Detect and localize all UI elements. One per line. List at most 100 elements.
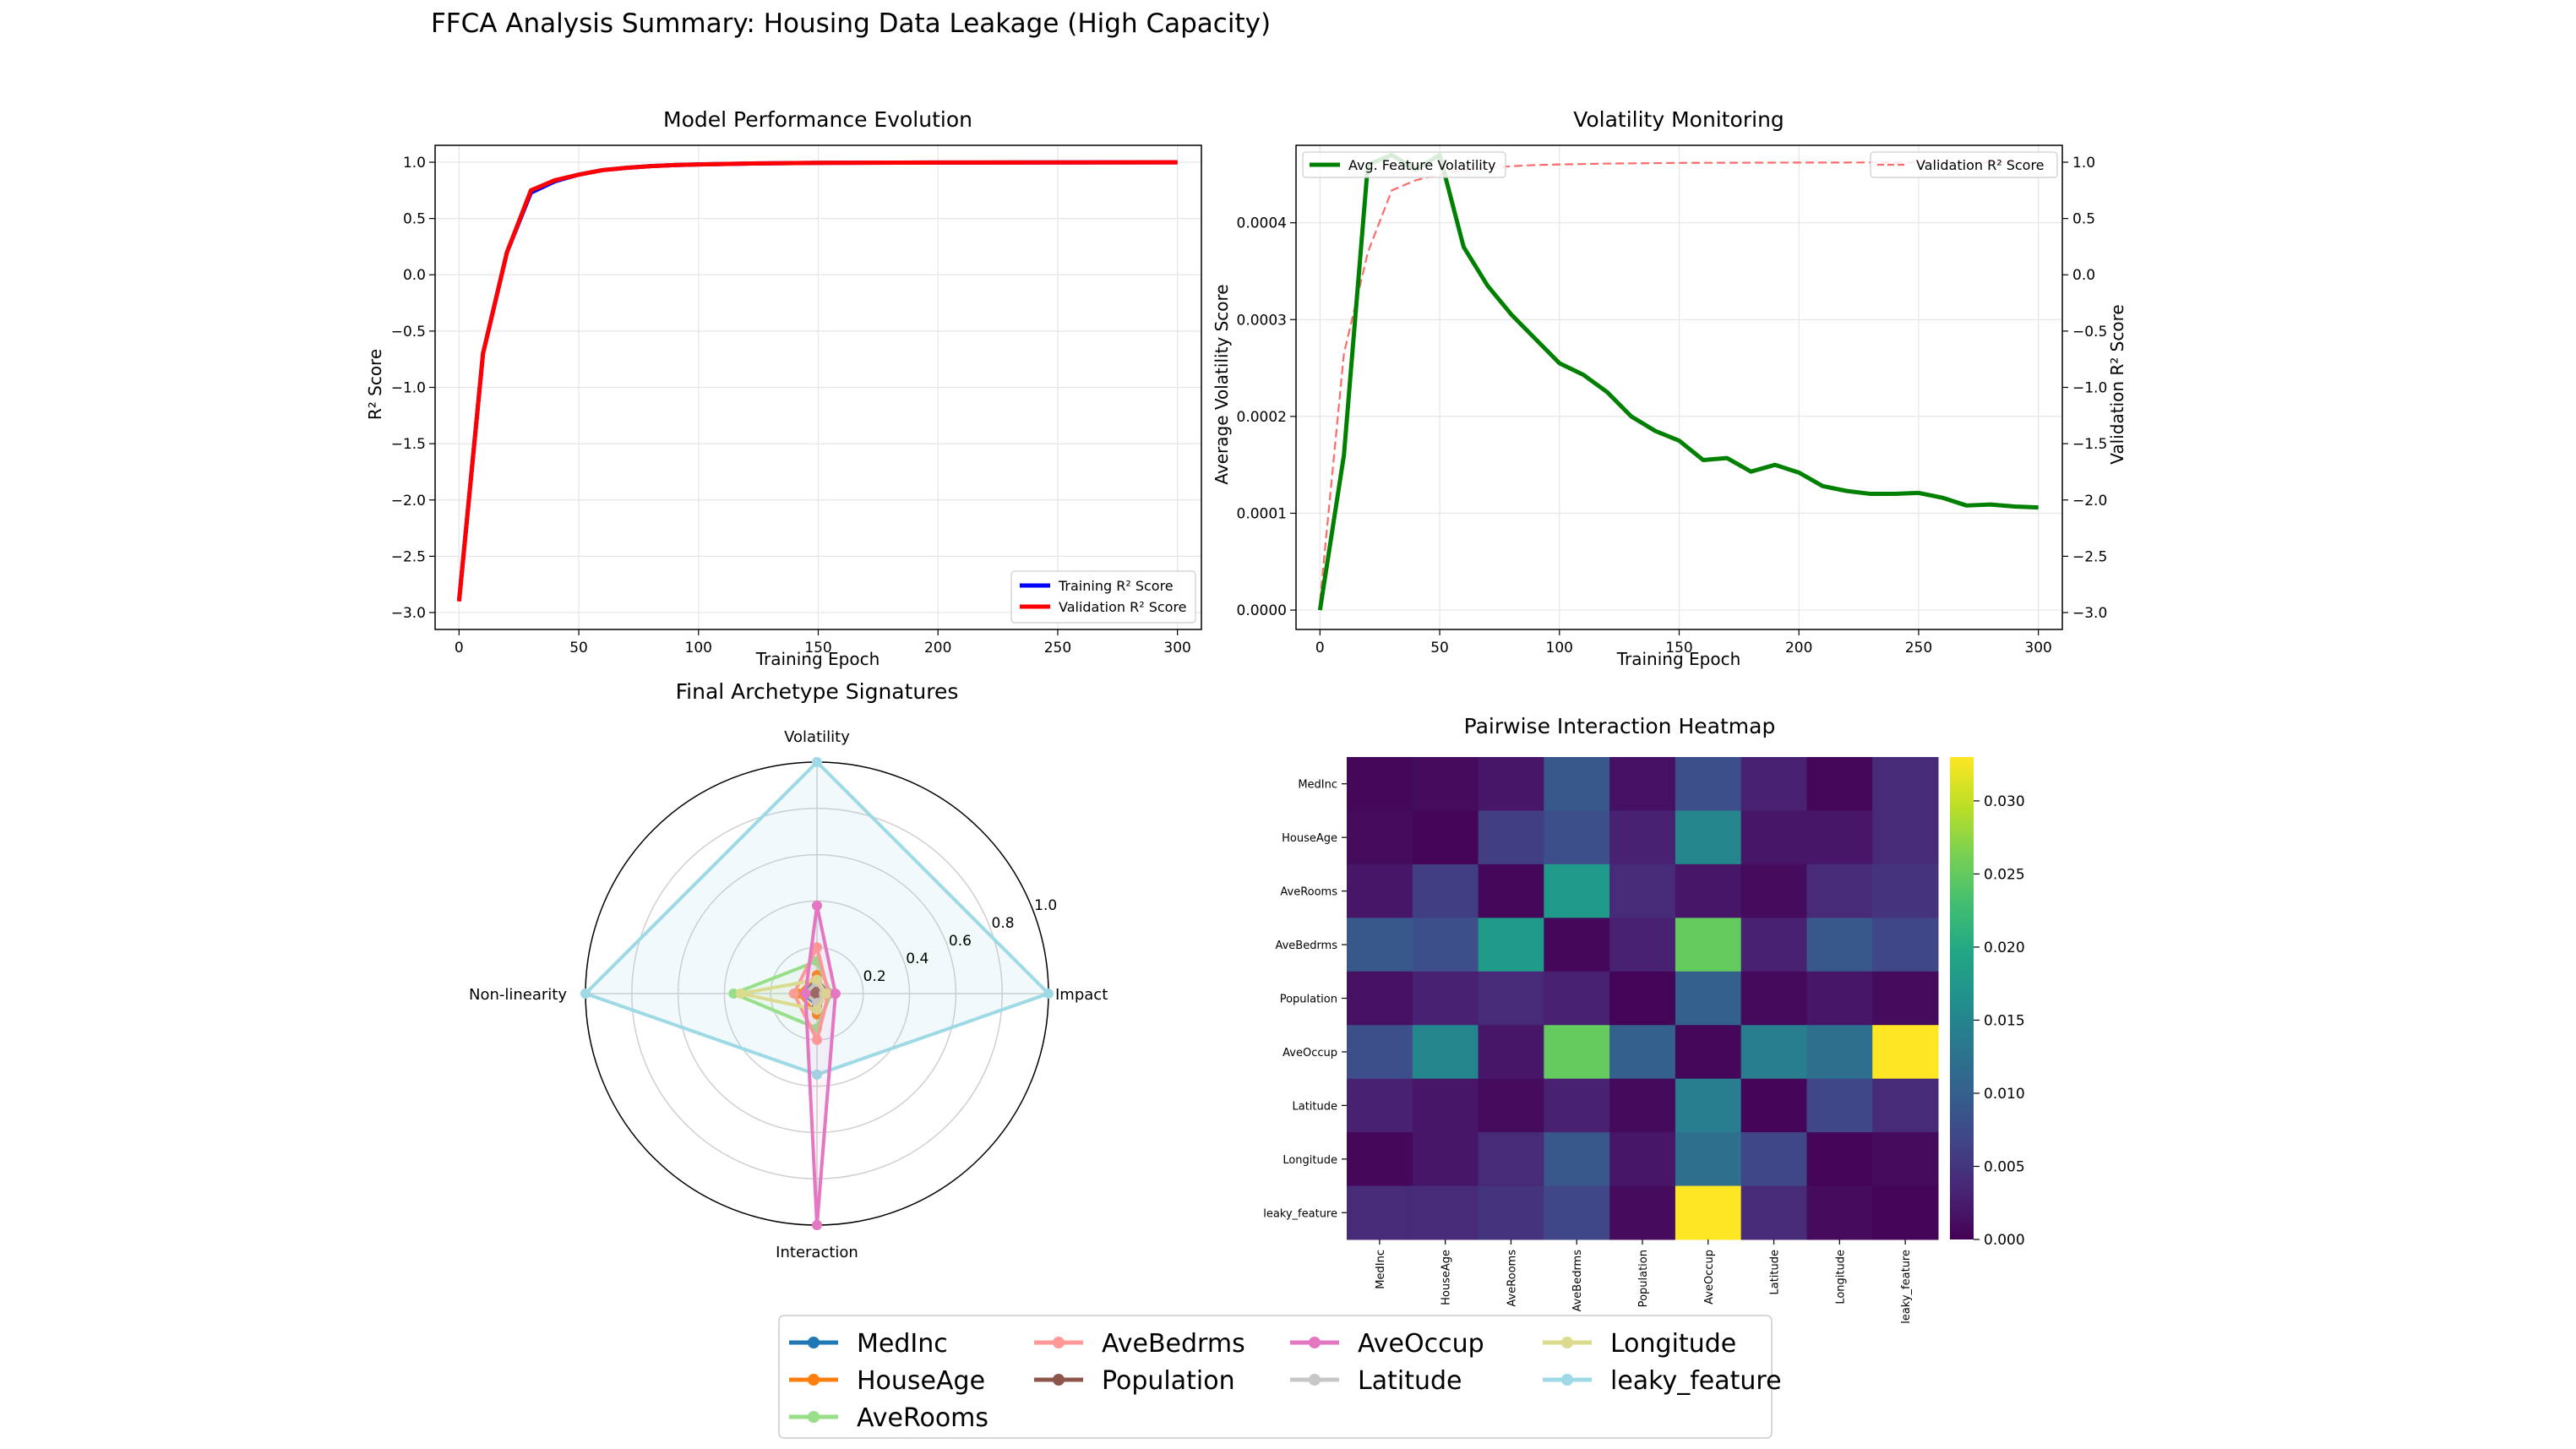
heatmap-cell: [1609, 971, 1676, 1026]
heatmap-cell: [1347, 1185, 1413, 1240]
heatmap-cell: [1412, 810, 1479, 865]
volatility-x-label: Training Epoch: [1616, 649, 1741, 669]
volatility-y-right-tick-label: −3.0: [2072, 605, 2107, 622]
volatility-y-label: Average Volatility Score: [1212, 284, 1232, 484]
heatmap-cell: [1740, 863, 1807, 918]
radar-point-Longitude: [812, 1005, 822, 1016]
colorbar-tick-label: 0.015: [1984, 1012, 2025, 1029]
heatmap-x-label: leaky_feature: [1900, 1250, 1913, 1324]
volatility-legend-left-label: Avg. Feature Volatility: [1348, 157, 1495, 173]
heatmap-cell: [1609, 1078, 1676, 1133]
heatmap-cell: [1740, 757, 1807, 811]
heatmap-cell: [1347, 1078, 1413, 1133]
heatmap-cell: [1675, 1078, 1742, 1133]
performance-x-tick-label: 150: [804, 640, 831, 656]
legend-marker-AveOccup: [1309, 1337, 1321, 1348]
heatmap-cell: [1478, 810, 1544, 865]
heatmap-cell: [1478, 971, 1544, 1026]
heatmap-y-label: HouseAge: [1282, 832, 1337, 845]
performance-legend-label: Validation R² Score: [1059, 599, 1187, 615]
volatility-y-tick-label: 0.0003: [1237, 312, 1287, 329]
legend-marker-AveBedrms: [1053, 1337, 1065, 1348]
radar-r-tick-label: 0.2: [863, 968, 886, 985]
heatmap-cell: [1347, 1132, 1413, 1187]
heatmap-cell: [1347, 810, 1413, 865]
volatility-y-tick-label: 0.0002: [1237, 409, 1287, 426]
radar-chart-title: Final Archetype Signatures: [676, 679, 959, 704]
performance-y-tick-label: 0.5: [403, 211, 426, 228]
heatmap-cell: [1478, 918, 1544, 972]
performance-y-tick-label: −1.5: [391, 436, 426, 453]
radar-axis-label: Volatility: [784, 728, 850, 746]
heatmap-x-label: AveBedrms: [1571, 1250, 1584, 1312]
performance-y-tick-label: −3.0: [391, 605, 426, 622]
legend-label-Latitude: Latitude: [1358, 1366, 1462, 1396]
heatmap-cell: [1872, 1132, 1939, 1187]
radar-point-AveOccup: [830, 989, 841, 999]
heatmap-cell: [1872, 971, 1939, 1026]
heatmap-cell: [1412, 918, 1479, 972]
heatmap-cell: [1872, 1078, 1939, 1133]
heatmap-cell: [1675, 971, 1742, 1026]
performance-plot-frame: [434, 144, 1202, 630]
radar-r-tick-label: 0.4: [906, 951, 929, 967]
heatmap-cell: [1806, 757, 1873, 811]
performance-y-tick-label: −1.0: [391, 380, 426, 397]
heatmap-x-label: AveRooms: [1506, 1250, 1518, 1307]
volatility-y-right-tick-label: −2.5: [2072, 548, 2107, 565]
heatmap-cell: [1609, 863, 1676, 918]
heatmap-cell: [1478, 1025, 1544, 1080]
heatmap-cell: [1412, 971, 1479, 1026]
radar-point-AveOccup: [800, 989, 811, 999]
colorbar-tick-label: 0.025: [1984, 866, 2025, 883]
volatility-legend-left-box: [1302, 151, 1506, 178]
heatmap-cell: [1675, 1025, 1742, 1080]
heatmap-cell: [1347, 918, 1413, 972]
heatmap-cell: [1675, 1132, 1742, 1187]
radar-fill-AveOccup: [805, 905, 836, 1225]
performance-x-tick-label: 300: [1163, 640, 1190, 656]
performance-legend-label: Training R² Score: [1058, 578, 1174, 594]
radar-point-AveOccup: [812, 900, 822, 911]
validation-r2-dashed-line: [1319, 161, 2039, 602]
heatmap-cell: [1412, 1185, 1479, 1240]
colorbar-tick-label: 0.005: [1984, 1158, 2025, 1175]
heatmap-cell: [1806, 1025, 1873, 1080]
legend-label-MedInc: MedInc: [857, 1329, 948, 1359]
heatmap-cell: [1544, 1025, 1610, 1080]
heatmap-cell: [1347, 971, 1413, 1026]
legend-marker-MedInc: [808, 1337, 820, 1348]
legend-marker-AveRooms: [808, 1411, 820, 1423]
volatility-y-right-tick-label: −0.5: [2072, 324, 2107, 340]
heatmap-cell: [1609, 1025, 1676, 1080]
performance-y-label: R² Score: [365, 349, 385, 420]
radar-point-Longitude: [735, 989, 746, 999]
volatility-x-tick-label: 150: [1665, 640, 1692, 656]
radar-r-tick-label: 1.0: [1034, 897, 1057, 914]
heatmap-cell: [1609, 1185, 1676, 1240]
radar-axis-label: Interaction: [776, 1244, 858, 1261]
performance-y-tick-label: −2.0: [391, 493, 426, 509]
legend-label-Longitude: Longitude: [1610, 1329, 1736, 1359]
heatmap-x-label: MedInc: [1375, 1250, 1387, 1289]
heatmap-y-label: Latitude: [1292, 1100, 1337, 1113]
volatility-plot-frame: [1295, 144, 2063, 630]
heatmap-cell: [1806, 918, 1873, 972]
performance-x-tick-label: 200: [924, 640, 951, 656]
validation-r2-line: [456, 160, 1178, 602]
heatmap-cell: [1347, 863, 1413, 918]
heatmap-cell: [1740, 1025, 1807, 1080]
performance-x-tick-label: 100: [685, 640, 712, 656]
heatmap-cell: [1478, 1078, 1544, 1133]
heatmap-cell: [1806, 863, 1873, 918]
colorbar-tick-label: 0.030: [1984, 793, 2025, 810]
heatmap-y-label: MedInc: [1298, 779, 1337, 792]
heatmap-cell: [1544, 1132, 1610, 1187]
volatility-y-tick-label: 0.0004: [1237, 215, 1287, 232]
heatmap-cell: [1412, 757, 1479, 811]
volatility-y-right-tick-label: 0.5: [2072, 211, 2095, 228]
figure-title: FFCA Analysis Summary: Housing Data Leak…: [431, 8, 1271, 39]
heatmap-cell: [1806, 1185, 1873, 1240]
heatmap-cell: [1872, 810, 1939, 865]
